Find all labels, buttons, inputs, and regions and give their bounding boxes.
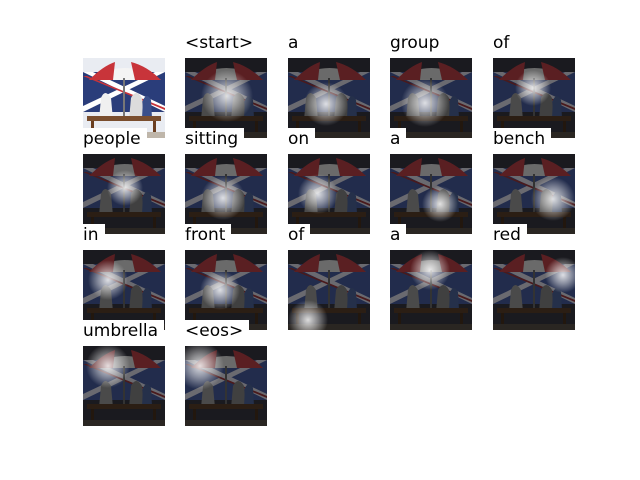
- attention-map: [493, 250, 575, 330]
- attention-map: [83, 346, 165, 426]
- token-label: in: [83, 224, 105, 246]
- attention-cell: of: [288, 224, 370, 330]
- token-label: a: [390, 128, 407, 150]
- token-label: a: [390, 224, 407, 246]
- attention-map: [185, 154, 267, 234]
- attention-cell: on: [288, 128, 370, 234]
- attention-map: [390, 154, 472, 234]
- original-photo: [83, 58, 165, 138]
- token-label: a: [288, 32, 305, 54]
- attention-map: [390, 250, 472, 330]
- token-label: front: [185, 224, 232, 246]
- token-label: <eos>: [185, 320, 250, 342]
- token-label: bench: [493, 128, 552, 150]
- attention-cell: a: [390, 224, 472, 330]
- attention-cell: <eos>: [185, 320, 267, 426]
- attention-map: [185, 250, 267, 330]
- original-image: [83, 58, 165, 138]
- attention-cell: a: [390, 128, 472, 234]
- token-label: red: [493, 224, 527, 246]
- attention-cell: umbrella: [83, 320, 165, 426]
- token-label: sitting: [185, 128, 245, 150]
- attention-map: [83, 154, 165, 234]
- attention-map: [83, 250, 165, 330]
- attention-cell: <start>: [185, 32, 267, 138]
- attention-cell: red: [493, 224, 575, 330]
- attention-cell: group: [390, 32, 472, 138]
- token-label: of: [288, 224, 311, 246]
- attention-map: [493, 58, 575, 138]
- attention-map: [288, 58, 370, 138]
- attention-cell: a: [288, 32, 370, 138]
- attention-map: [288, 250, 370, 330]
- token-label: of: [493, 32, 516, 54]
- token-label: on: [288, 128, 316, 150]
- attention-map: [390, 58, 472, 138]
- attention-cell: bench: [493, 128, 575, 234]
- attention-cell: sitting: [185, 128, 267, 234]
- attention-map: [493, 154, 575, 234]
- token-label: people: [83, 128, 147, 150]
- attention-map: [185, 346, 267, 426]
- attention-cell: in: [83, 224, 165, 330]
- attention-cell: of: [493, 32, 575, 138]
- token-label: group: [390, 32, 446, 54]
- attention-cell: people: [83, 128, 165, 234]
- attention-cell: front: [185, 224, 267, 330]
- attention-map: [288, 154, 370, 234]
- attention-map: [185, 58, 267, 138]
- token-label: umbrella: [83, 320, 165, 342]
- token-label: <start>: [185, 32, 260, 54]
